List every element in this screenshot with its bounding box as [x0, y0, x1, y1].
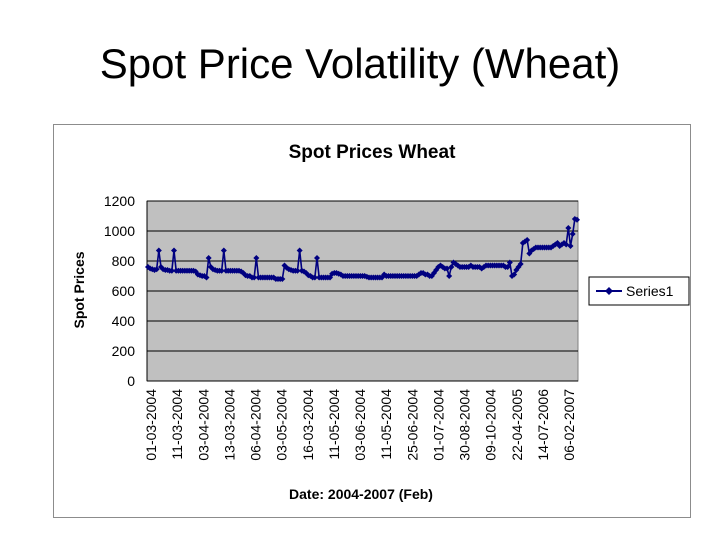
y-tick-label: 0	[127, 373, 135, 389]
data-point	[567, 243, 574, 249]
data-point	[448, 264, 455, 270]
data-point	[155, 247, 162, 254]
y-tick-label: 1200	[104, 193, 135, 209]
y-axis-label: Spot Prices	[71, 251, 87, 328]
x-tick-label: 30-08-2004	[457, 389, 473, 461]
x-tick-label: 16-03-2004	[300, 389, 316, 461]
data-point	[294, 267, 301, 274]
data-point	[552, 241, 559, 248]
data-point	[446, 273, 453, 279]
data-point	[519, 240, 526, 246]
data-point	[253, 255, 260, 261]
x-tick-label: 22-04-2005	[509, 389, 525, 461]
x-tick-label: 03-06-2004	[352, 389, 368, 461]
data-point	[569, 231, 576, 237]
data-point	[524, 237, 531, 243]
x-tick-label: 01-07-2004	[430, 389, 446, 461]
y-tick-label: 400	[112, 313, 136, 329]
data-point	[153, 266, 160, 273]
data-point	[517, 261, 524, 267]
x-tick-label: 06-02-2007	[561, 389, 577, 461]
data-point	[205, 255, 212, 261]
data-point	[270, 274, 277, 281]
data-point	[251, 274, 258, 281]
x-tick-label: 11-03-2004	[169, 389, 185, 460]
y-tick-label: 600	[112, 283, 136, 299]
data-point	[220, 247, 227, 254]
x-axis-label: Date: 2004-2007 (Feb)	[289, 486, 433, 502]
legend-label: Series1	[626, 283, 674, 299]
data-point	[296, 247, 303, 254]
data-point	[506, 259, 513, 266]
chart-title: Spot Prices Wheat	[289, 142, 456, 163]
data-point	[303, 270, 310, 276]
x-tick-label: 03-04-2004	[195, 389, 211, 461]
data-point	[279, 276, 286, 282]
chart-frame: Spot Prices Wheat Spot Prices Date: 2004…	[53, 124, 691, 518]
data-point	[504, 264, 511, 270]
x-tick-label: 01-03-2004	[143, 389, 159, 461]
data-point	[558, 241, 565, 248]
x-tick-label: 13-03-2004	[221, 389, 237, 461]
x-tick-label: 03-05-2004	[274, 389, 290, 461]
x-tick-label: 11-05-2004	[326, 389, 342, 460]
data-point	[513, 267, 520, 273]
data-point	[526, 250, 533, 257]
data-point	[565, 225, 572, 231]
data-point	[283, 264, 290, 271]
data-point	[314, 255, 320, 261]
y-tick-label: 800	[112, 253, 136, 269]
data-point	[168, 267, 175, 274]
x-tick-label: 14-07-2006	[535, 389, 551, 461]
slide-title: Spot Price Volatility (Wheat)	[99, 40, 621, 87]
y-tick-label: 1000	[104, 223, 135, 239]
x-tick-label: 06-04-2004	[248, 389, 264, 461]
chart-svg: Spot Prices Wheat Spot Prices Date: 2004…	[71, 142, 690, 502]
data-point	[171, 247, 177, 254]
data-point	[311, 274, 318, 281]
x-tick-label: 11-05-2004	[378, 389, 394, 460]
legend: Series1	[588, 276, 690, 306]
data-point	[574, 216, 580, 223]
data-point	[203, 274, 210, 281]
data-point	[218, 267, 225, 274]
y-tick-label: 200	[112, 343, 136, 359]
x-tick-label: 09-10-2004	[483, 389, 499, 461]
x-tick-label: 25-06-2004	[404, 389, 420, 461]
legend-marker	[605, 287, 613, 295]
